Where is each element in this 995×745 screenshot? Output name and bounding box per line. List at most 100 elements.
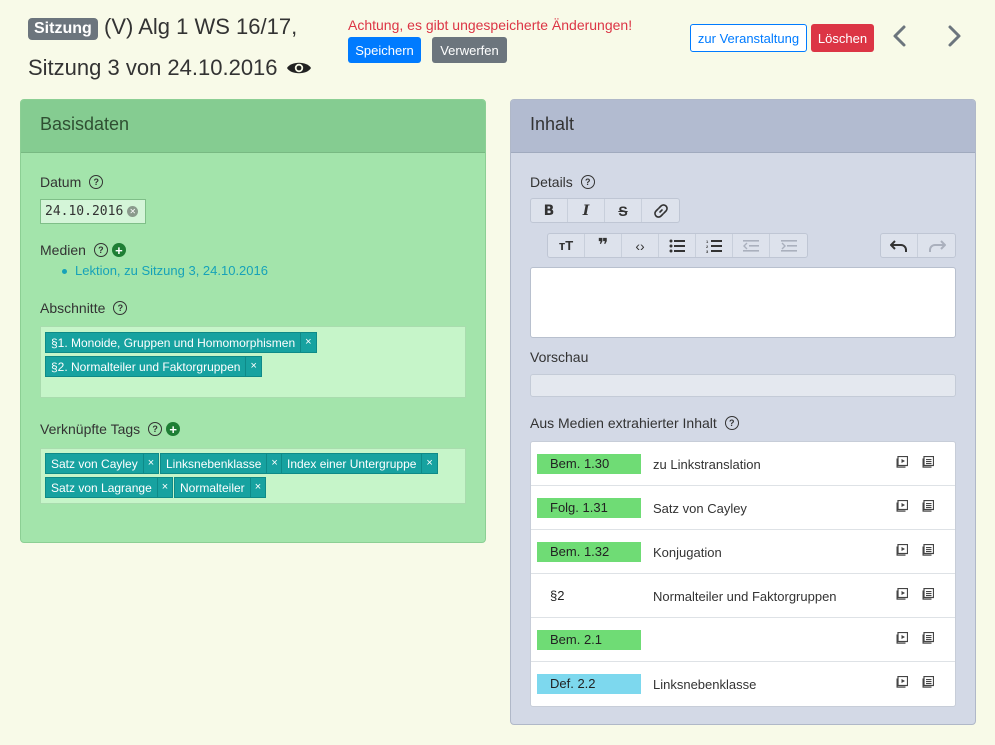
svg-text:2: 2 <box>706 244 709 249</box>
manuscript-icon[interactable] <box>922 632 934 644</box>
page-title-line2: Sitzung 3 von 24.10.2016 <box>28 55 312 81</box>
abschnitte-label: Abschnitte ? <box>40 300 128 316</box>
help-icon[interactable]: ? <box>724 416 739 430</box>
basisdaten-header: Basisdaten <box>21 100 485 153</box>
tag-text: §2. Normalteiler und Faktorgruppen <box>51 360 241 374</box>
unsaved-warning: Achtung, es gibt ungespeicherte Änderung… <box>348 17 633 33</box>
manuscript-icon[interactable] <box>922 588 934 600</box>
extracted-label: Aus Medien extrahierter Inhalt ? <box>530 415 739 431</box>
list-item: Bem. 1.32 Konjugation <box>531 530 955 574</box>
manuscript-icon[interactable] <box>922 456 934 468</box>
help-icon[interactable]: ? <box>93 243 108 257</box>
tag-text: Satz von Lagrange <box>51 481 152 495</box>
remove-icon[interactable]: × <box>300 333 315 352</box>
indent-icon[interactable] <box>770 234 807 257</box>
tag-text: §1. Monoide, Gruppen und Homomorphismen <box>51 336 296 350</box>
datum-label-text: Datum <box>40 174 82 190</box>
details-editor[interactable] <box>530 267 956 338</box>
add-medium-icon[interactable]: + <box>111 243 126 257</box>
remove-icon[interactable]: × <box>142 454 158 473</box>
page-title-line1: (V) Alg 1 WS 16/17, <box>104 14 298 39</box>
abschnitte-select[interactable]: §1. Monoide, Gruppen und Homomorphismen ×… <box>40 326 466 398</box>
redo-icon[interactable] <box>918 234 955 257</box>
medien-label: Medien ? + <box>40 242 126 258</box>
list-item: Def. 2.2 Linksnebenklasse <box>531 662 955 706</box>
svg-text:3: 3 <box>706 249 709 253</box>
delete-button[interactable]: Löschen <box>811 24 874 52</box>
item-badge: Bem. 2.1 <box>537 630 641 650</box>
help-icon[interactable]: ? <box>89 175 104 189</box>
abschnitt-tag: §1. Monoide, Gruppen und Homomorphismen × <box>45 332 317 353</box>
manuscript-icon[interactable] <box>922 500 934 512</box>
tag-chip: Satz von Lagrange × <box>45 477 174 498</box>
manuscript-icon[interactable] <box>922 544 934 556</box>
medien-list-item[interactable]: Lektion, zu Sitzung 3, 24.10.2016 <box>62 263 268 278</box>
tags-select[interactable]: Satz von Cayley × Linksnebenklasse × Index… <box>40 448 466 504</box>
item-text: Konjugation <box>653 545 722 560</box>
tag-text: Index einer Untergruppe <box>287 457 417 471</box>
link-icon[interactable] <box>642 199 679 222</box>
strikethrough-icon[interactable]: S <box>605 199 642 222</box>
add-tag-icon[interactable]: + <box>166 422 181 436</box>
tag-text: Linksnebenklasse <box>166 457 262 471</box>
eye-icon[interactable] <box>286 59 312 77</box>
outdent-icon[interactable] <box>733 234 770 257</box>
vorschau-box <box>530 374 956 397</box>
item-text: Satz von Cayley <box>653 501 747 516</box>
video-icon[interactable] <box>896 632 908 644</box>
abschnitte-label-text: Abschnitte <box>40 300 106 316</box>
video-icon[interactable] <box>896 500 908 512</box>
format-toolbar: B I S <box>530 198 680 223</box>
history-toolbar <box>880 233 956 258</box>
tags-label: Verknüpfte Tags ? + <box>40 421 181 437</box>
undo-icon[interactable] <box>881 234 918 257</box>
italic-icon[interactable]: I <box>568 199 605 222</box>
tag-chip: Normalteiler × <box>174 477 267 498</box>
remove-icon[interactable]: × <box>249 478 265 497</box>
remove-icon[interactable]: × <box>245 357 260 376</box>
video-icon[interactable] <box>896 456 908 468</box>
help-icon[interactable]: ? <box>113 301 128 315</box>
clear-icon[interactable]: ✕ <box>127 206 139 217</box>
video-icon[interactable] <box>896 544 908 556</box>
heading-icon[interactable]: тT <box>548 234 585 257</box>
details-label-text: Details <box>530 174 573 190</box>
video-icon[interactable] <box>896 588 908 600</box>
remove-icon[interactable]: × <box>421 454 436 473</box>
item-text: zu Linkstranslation <box>653 457 761 472</box>
quote-icon[interactable]: ❞ <box>585 234 622 257</box>
extracted-content-list: Bem. 1.30 zu Linkstranslation Folg. 1.31 Sa… <box>530 441 956 707</box>
chevron-right-icon[interactable] <box>942 22 966 50</box>
item-text: Normalteiler und Faktorgruppen <box>653 589 837 604</box>
list-item: §2 Normalteiler und Faktorgruppen <box>531 574 955 618</box>
datum-input[interactable]: 24.10.2016 ✕ <box>40 199 146 224</box>
bold-icon[interactable]: B <box>531 199 568 222</box>
help-icon[interactable]: ? <box>148 422 163 436</box>
item-text: Linksnebenklasse <box>653 677 757 692</box>
item-badge: Def. 2.2 <box>537 674 641 694</box>
discard-button[interactable]: Verwerfen <box>432 37 507 63</box>
svg-text:1: 1 <box>706 239 709 244</box>
tag-chip: Linksnebenklasse × <box>160 453 283 474</box>
abschnitt-tag: §2. Normalteiler und Faktorgruppen × <box>45 356 262 377</box>
tag-chip: Index einer Untergruppe × <box>281 453 438 474</box>
manuscript-icon[interactable] <box>922 676 934 688</box>
to-event-button[interactable]: zur Veranstaltung <box>690 24 807 52</box>
medien-link[interactable]: Lektion, zu Sitzung 3, 24.10.2016 <box>75 263 268 278</box>
tag-text: Normalteiler <box>180 481 245 495</box>
code-icon[interactable]: ‹› <box>622 234 659 257</box>
extracted-label-text: Aus Medien extrahierter Inhalt <box>530 415 717 431</box>
tag-text: Satz von Cayley <box>51 457 138 471</box>
help-icon[interactable]: ? <box>580 175 595 189</box>
bullet-list-icon[interactable] <box>659 234 696 257</box>
remove-icon[interactable]: × <box>156 478 172 497</box>
remove-icon[interactable]: × <box>266 454 281 473</box>
save-button[interactable]: Speichern <box>348 37 421 63</box>
chevron-left-icon[interactable] <box>888 22 912 50</box>
inhalt-header: Inhalt <box>511 100 975 153</box>
tag-chip: Satz von Cayley × <box>45 453 160 474</box>
video-icon[interactable] <box>896 676 908 688</box>
item-badge: Folg. 1.31 <box>537 498 641 518</box>
